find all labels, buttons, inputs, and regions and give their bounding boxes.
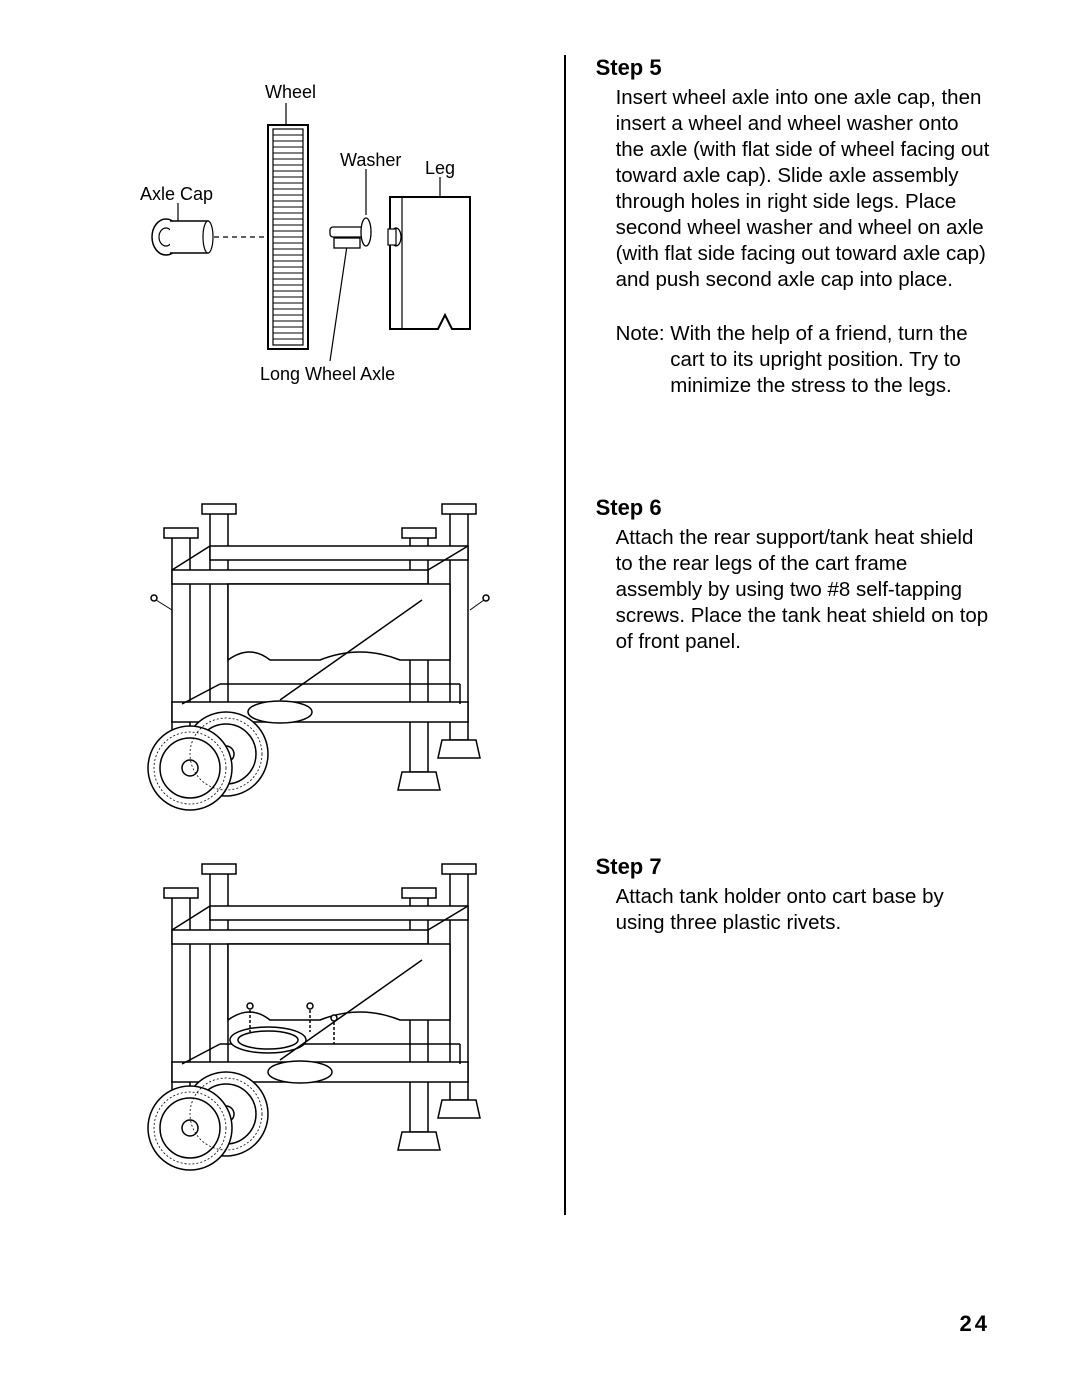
- diagram-wheel-axle: Wheel Washer Leg Axle Cap Long Wheel Axl…: [90, 65, 554, 425]
- page-number: 24: [960, 1311, 990, 1337]
- label-wheel: Wheel: [265, 83, 316, 101]
- step5-note: Note: With the help of a friend, turn th…: [616, 321, 990, 399]
- diagram-cart-step6: [100, 490, 554, 830]
- label-axle-cap: Axle Cap: [140, 185, 213, 203]
- step5-note-label: Note:: [616, 321, 671, 399]
- step6-body: Attach the rear support/tank heat shield…: [616, 525, 990, 655]
- label-leg: Leg: [425, 159, 455, 177]
- step5-heading: Step 5: [596, 55, 990, 81]
- label-long-wheel-axle: Long Wheel Axle: [260, 365, 395, 383]
- step6-block: Step 6 Attach the rear support/tank heat…: [596, 495, 990, 655]
- step7-block: Step 7 Attach tank holder onto cart base…: [596, 854, 990, 936]
- step7-body: Attach tank holder onto cart base by usi…: [616, 884, 990, 936]
- step5-note-text: With the help of a friend, turn the cart…: [670, 321, 990, 399]
- step5-block: Step 5 Insert wheel axle into one axle c…: [596, 55, 990, 399]
- step5-body: Insert wheel axle into one axle cap, the…: [616, 85, 990, 293]
- column-divider: [564, 55, 566, 1215]
- step7-heading: Step 7: [596, 854, 990, 880]
- label-washer: Washer: [340, 151, 401, 169]
- diagram-cart-step7: [100, 850, 554, 1190]
- step6-heading: Step 6: [596, 495, 990, 521]
- cart-step6-svg: [100, 490, 520, 820]
- wheel-axle-svg: [90, 65, 510, 405]
- cart-step7-svg: [100, 850, 520, 1180]
